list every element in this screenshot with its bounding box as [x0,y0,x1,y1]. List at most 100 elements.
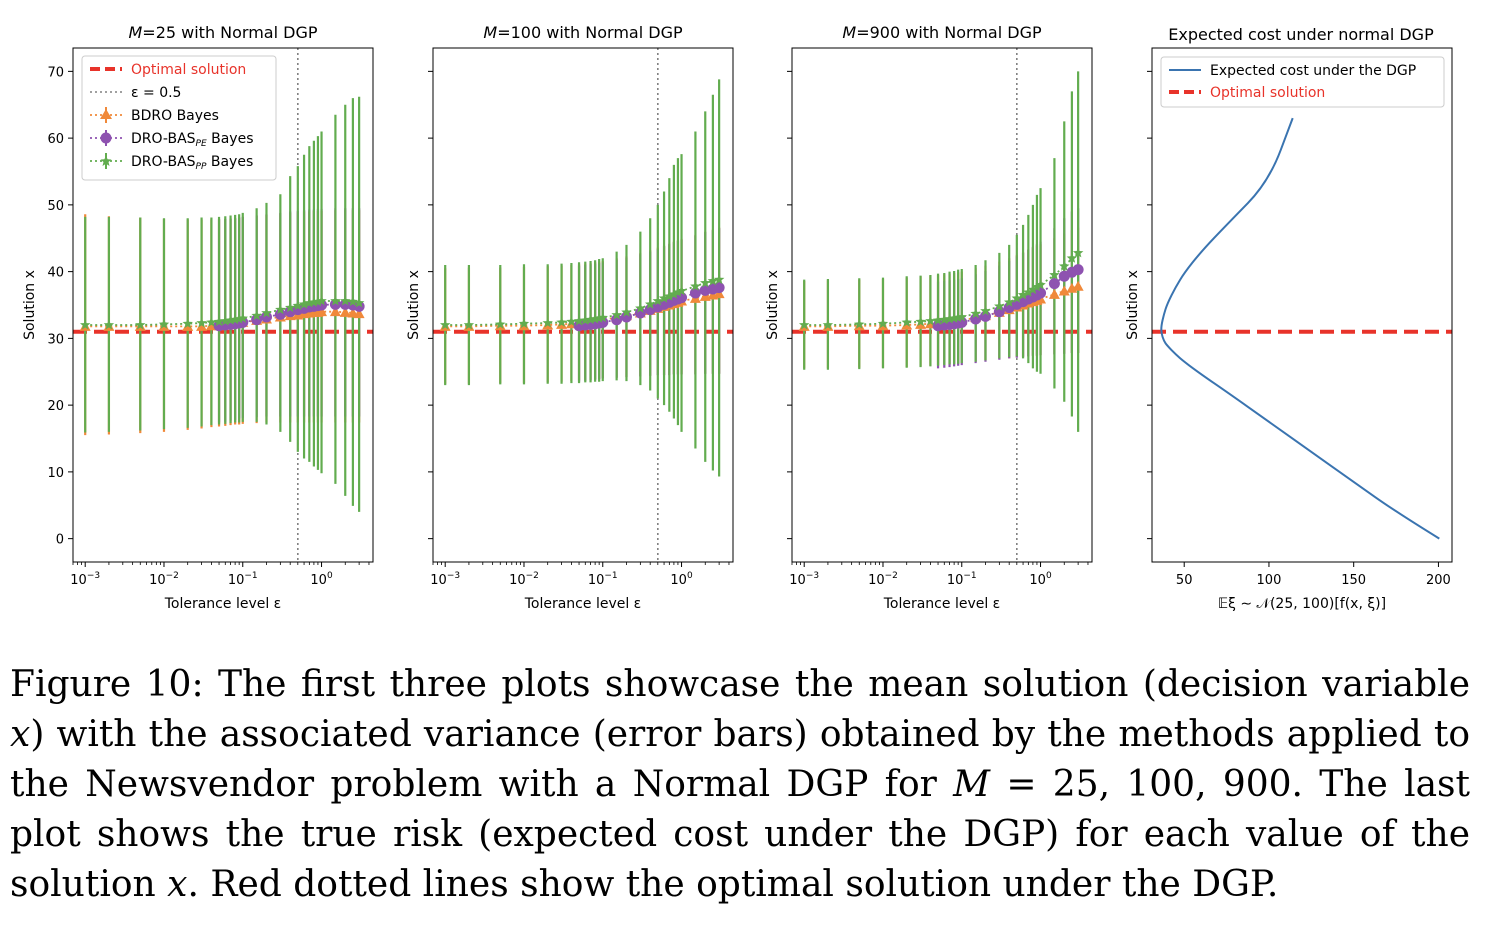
panel1-title: M=25 with Normal DGP [128,23,317,42]
pp-point [948,312,960,323]
pp-point [237,312,248,323]
pp-point [970,308,981,319]
pp-point [251,310,262,321]
pp-point [1035,279,1046,290]
pp-point [668,288,680,299]
panel1-xlabel: Tolerance level ε [164,596,282,612]
pp-point [80,319,91,330]
pp-point [1023,286,1034,297]
pp-point [261,307,272,318]
legend-pe-marker [100,132,112,144]
pp-point [103,319,115,330]
pp-point [213,316,225,327]
pe-point [1035,287,1047,299]
pp-point [944,313,955,324]
x-tick-label: 100 [670,571,693,588]
pp-point [799,319,810,330]
pp-point [347,296,359,307]
pp-point [854,318,865,329]
pp-point [585,314,596,325]
y-tick-label: 20 [47,399,64,414]
pp-point [707,275,719,286]
pp-point [316,295,327,306]
pe-point [251,314,263,326]
pp-point [956,311,967,322]
pp-point [353,297,365,308]
pp-point [589,313,601,324]
pe-point [1072,264,1084,276]
expected-cost-curve [1160,117,1440,540]
bdro-point [316,306,328,317]
legend-left: Optimal solution ε = 0.5 BDRO Bayes DRO-… [81,55,277,181]
pp-point [330,295,341,306]
pp-point [1011,292,1023,303]
figure-caption: Figure 10: The first three plots showcas… [10,664,1470,905]
pp-point [1059,260,1070,271]
pp-point [822,319,834,330]
panel1-ylabel: Solution x [22,270,38,340]
pp-point [495,318,506,329]
bdro-point [713,288,725,299]
x-tick-label: 100 [1029,571,1052,588]
panel4-title: Expected cost under normal DGP [1168,25,1434,44]
legend-bdro-label: BDRO Bayes [131,108,219,124]
pp-point [285,302,296,313]
pp-point [566,316,577,327]
pp-point [877,318,889,329]
bdro-point [339,306,351,317]
legend-optimal2-label: Optimal solution [1210,85,1325,101]
pp-point [1027,284,1039,295]
legend-bdro-marker [100,109,112,119]
pp-point [275,304,286,315]
pp-point [713,274,725,285]
pp-point [440,319,451,330]
pp-point [611,309,622,320]
pe-point [634,307,646,319]
x-tick-label: 10−2 [868,571,898,588]
pp-point [994,300,1005,311]
pp-point [556,316,567,327]
pp-point [635,302,646,313]
pp-point [1066,252,1078,263]
y-tick-label: 50 [47,199,64,214]
x-tick-label: 10−3 [789,571,819,588]
pe-point [713,282,725,294]
pp-point [621,306,632,317]
bdro-point [196,320,208,331]
axes-frame [72,47,374,563]
figure: M=25 with Normal DGP M=100 with Normal D… [22,23,1453,612]
pp-point [340,295,351,306]
x-tick-label: 10−1 [588,571,618,588]
pe-point [1048,278,1060,290]
panel-m25: 0 10 20 30 40 50 60 70 10−3 10−2 10−1 100 [47,47,374,588]
y-tick-label: 30 [47,332,64,347]
y-tick-label: 40 [47,266,64,281]
bdro-point [699,290,711,301]
pe-point [611,314,623,326]
y-tick-label: 70 [47,65,64,80]
panel3-xlabel: Tolerance level ε [883,596,1001,612]
pp-point [690,280,701,291]
axes-frame [432,47,734,563]
pp-point [220,315,231,326]
pp-point [158,318,170,329]
pp-point [1072,247,1084,258]
x-tick-label: 10−3 [430,571,460,588]
pp-point [597,312,608,323]
x-tick-label: 100 [1257,573,1282,588]
x-tick-label: 200 [1426,573,1451,588]
axes-frame [791,47,1093,563]
bdro-point [1072,280,1084,291]
pp-point [676,285,687,296]
bdro-point [1048,288,1060,299]
pp-point [658,292,670,303]
pe-point [353,300,365,312]
pp-point [672,286,684,297]
panel2-title: M=100 with Normal DGP [483,23,683,42]
legend-right: Expected cost under the DGP Optimal solu… [1160,56,1445,108]
x-tick-label: 10−2 [509,571,539,588]
legend-cost-label: Expected cost under the DGP [1210,63,1416,79]
pp-point [312,296,324,307]
legend-optimal-label: Optimal solution [131,62,246,78]
legend-pp-label: DRO-BASPP Bayes [131,154,253,172]
